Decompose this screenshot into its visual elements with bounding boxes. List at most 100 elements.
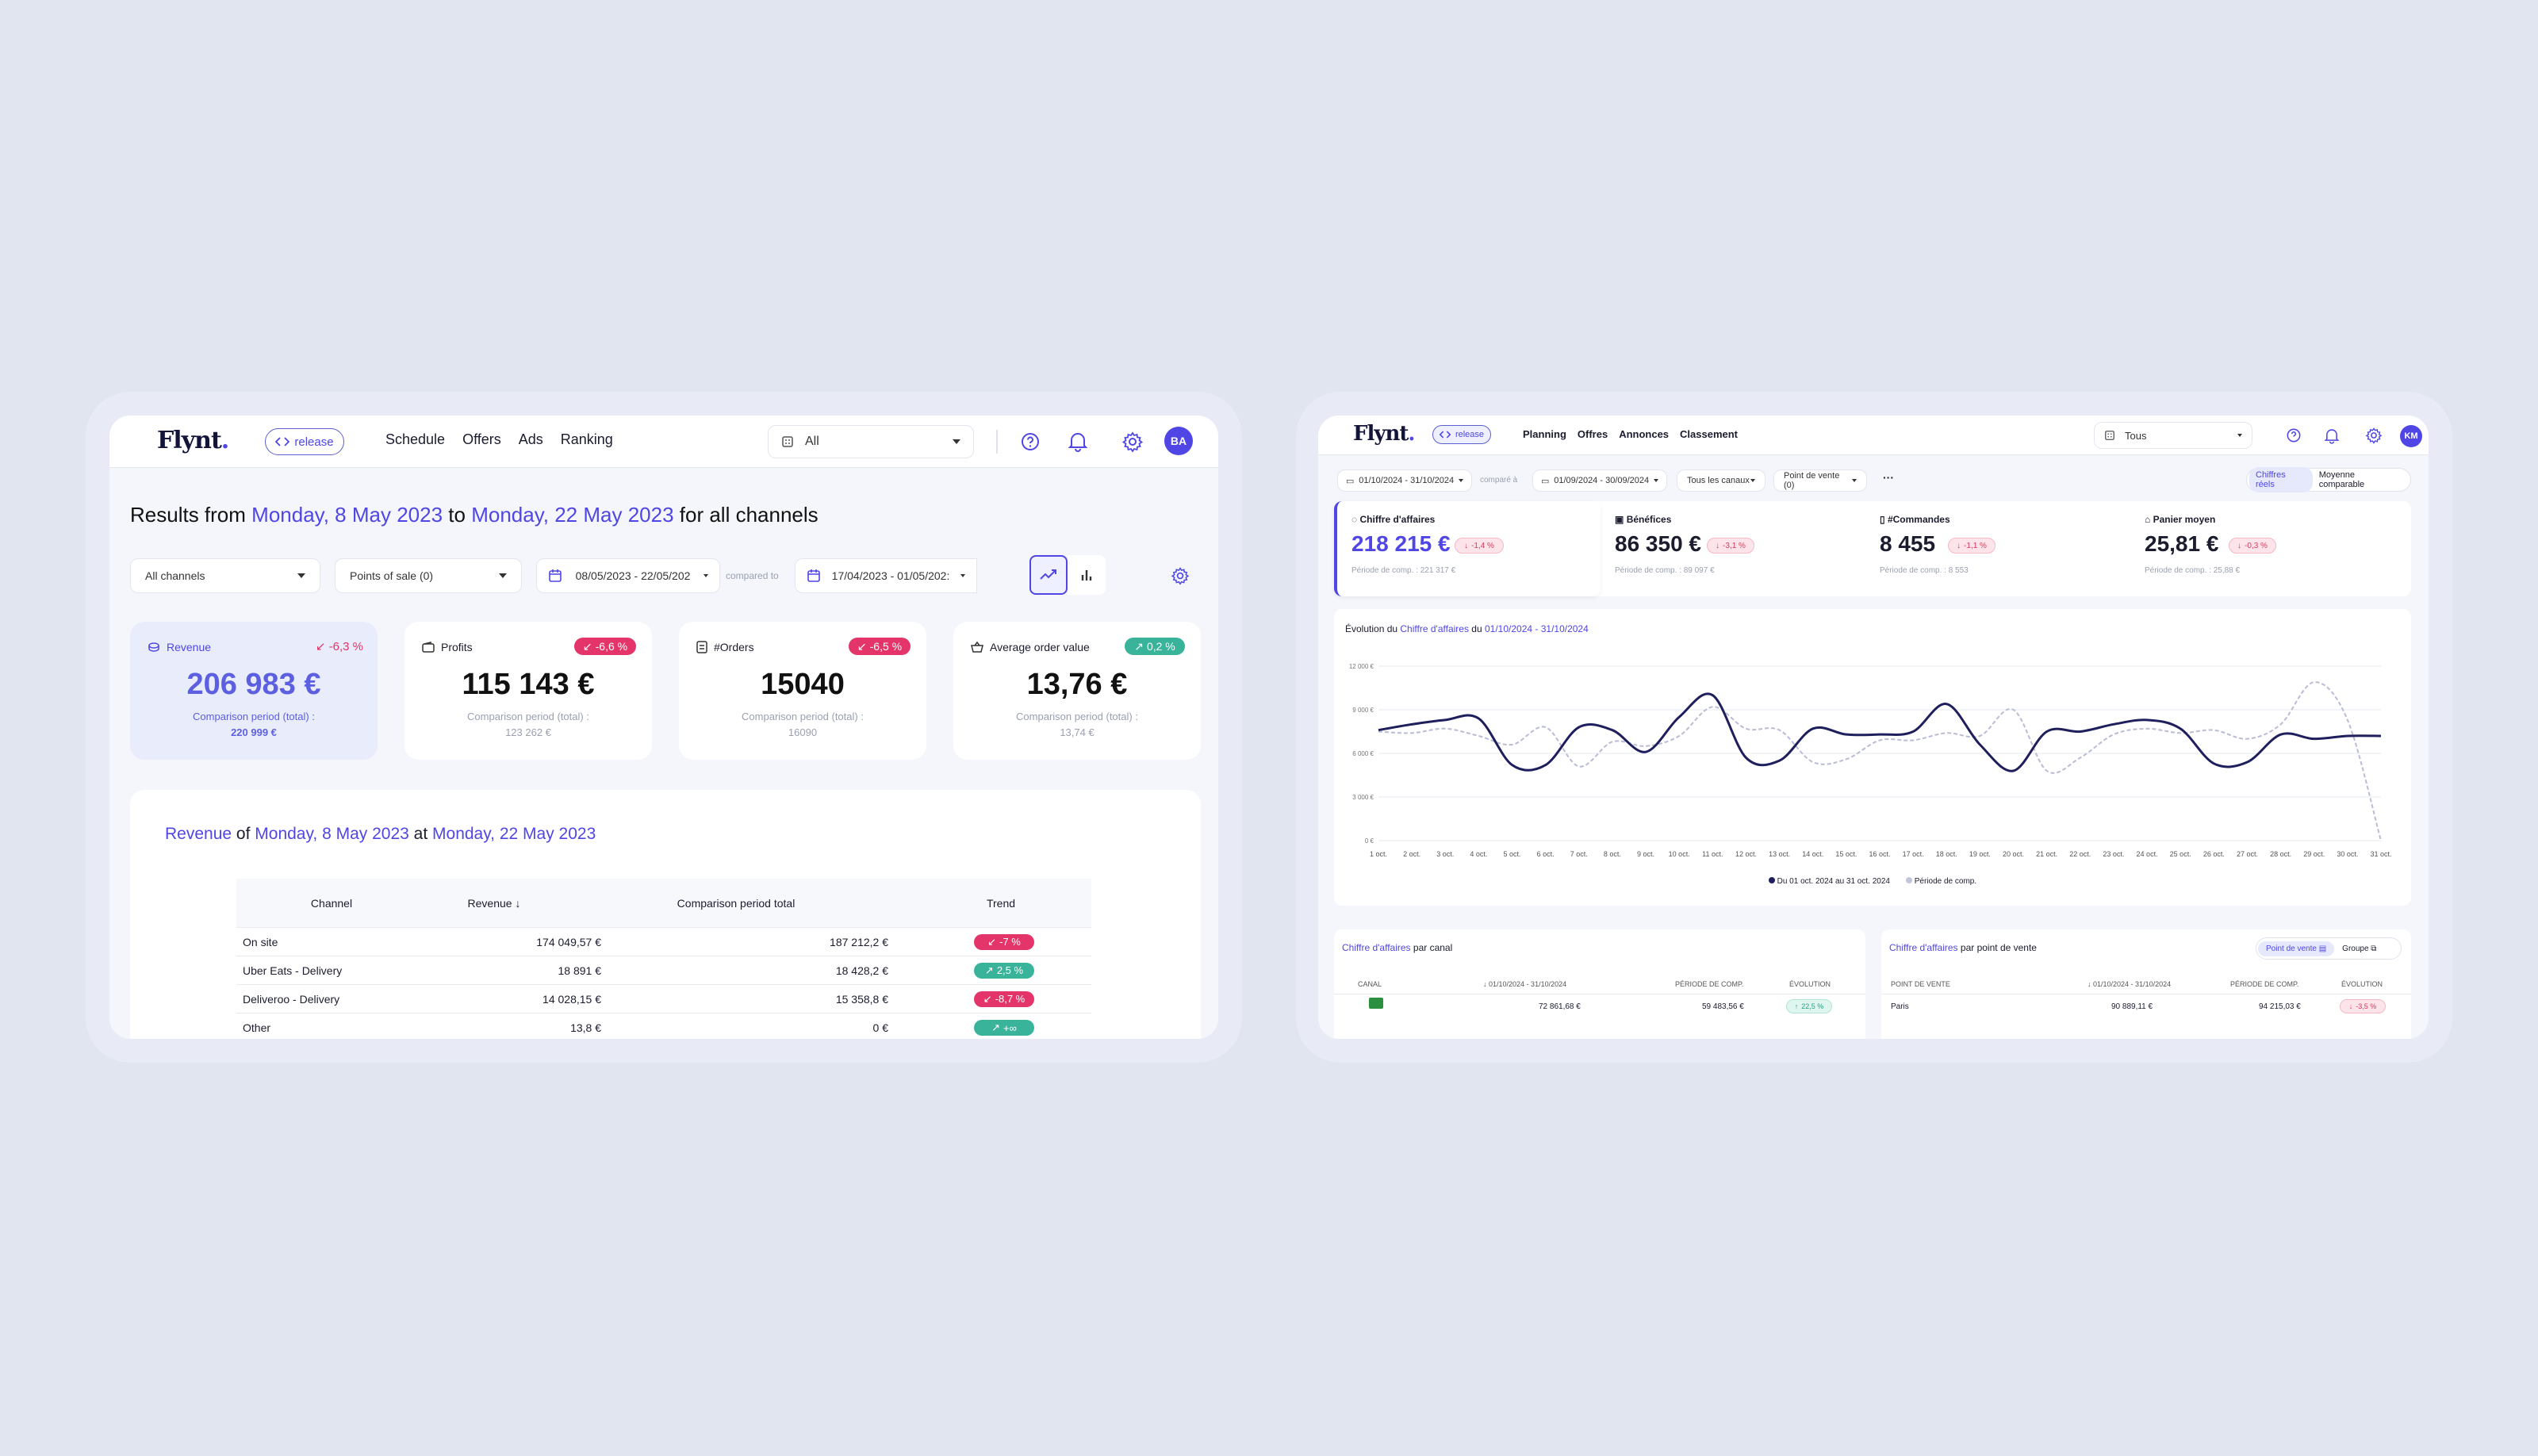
comparison-date-picker[interactable]: ▭ 01/09/2024 - 30/09/2024 (1532, 469, 1667, 492)
right-screenshot-frame: Flynt. release Planning Offres Annonces … (1296, 392, 2452, 1063)
receipt-icon: ▯ (1880, 514, 1885, 525)
store-select[interactable]: Tous (2094, 422, 2252, 449)
chevron-down-icon (2237, 434, 2242, 437)
table-row[interactable]: 72 861,68 € 59 483,56 € ↑ 22,5 % (1334, 994, 1865, 1018)
revenue-line-chart[interactable]: 0 € 3 000 € 6 000 € 9 000 € 12 000 € 1 oct. 2 … (1334, 641, 2411, 879)
revenue-section-title: Revenue of Monday, 8 May 2023 at Monday,… (165, 825, 596, 843)
column-header-comparison[interactable]: Comparison period total (677, 896, 796, 910)
kpi-label: Chiffre d'affaires (1359, 514, 1436, 525)
help-icon[interactable] (1020, 431, 1041, 452)
kpi-card-revenue[interactable]: Revenue ↙ -6,3 % 206 983 € Comparison pe… (130, 622, 378, 760)
kpi-comparison-label: Comparison period (total) : (742, 711, 864, 722)
y-tick-label: 9 000 € (1352, 707, 1374, 714)
line-chart-toggle[interactable] (1029, 555, 1068, 595)
kpi-card-orders[interactable]: #Orders ↙ -6,5 % 15040 Comparison period… (679, 622, 926, 760)
bar-chart-toggle[interactable] (1068, 555, 1106, 595)
legend-item-comparison[interactable]: Période de comp. (1905, 877, 1976, 886)
x-tick-label: 6 oct. (1537, 850, 1555, 858)
kpi-trend-badge: ↗ 0,2 % (1125, 638, 1185, 655)
toggle-real-figures[interactable]: Chiffres réels (2249, 467, 2313, 492)
revenue-chart-card: Évolution du Chiffre d'affaires du 01/10… (1334, 609, 2411, 906)
main-nav: Schedule Offers Ads Ranking (385, 431, 613, 448)
store-select[interactable]: All (768, 425, 974, 458)
kpi-comparison-label: Comparison period (total) : (1016, 711, 1138, 722)
shopping-basket-icon (971, 642, 983, 653)
gear-icon[interactable] (1121, 431, 1144, 453)
card-title: Chiffre d'affaires par canal (1342, 942, 1453, 953)
x-tick-label: 27 oct. (2237, 850, 2258, 858)
x-tick-label: 15 oct. (1835, 850, 1857, 858)
kpi-comparison-label: Comparison period (total) : (193, 711, 315, 722)
coins-icon (148, 642, 160, 653)
kpi-trend-badge: ↓ -1,1 % (1948, 538, 1996, 554)
kpi-trend-badge: ↓ -0,3 % (2229, 538, 2276, 554)
column-header-revenue[interactable]: Revenue ↓ (467, 896, 521, 910)
calendar-icon (548, 569, 562, 583)
gear-icon[interactable] (2365, 427, 2383, 444)
legend-item-current[interactable]: Du 01 oct. 2024 au 31 oct. 2024 (1768, 877, 1890, 886)
kpi-card-profits[interactable]: Profits ↙ -6,6 % 115 143 € Comparison pe… (404, 622, 652, 760)
table-row[interactable]: On site 174 049,57 € 187 212,2 € ↙ -7 % (236, 928, 1091, 956)
release-badge[interactable]: release (265, 428, 344, 455)
toggle-comparable-average[interactable]: Moyenne comparable (2318, 470, 2365, 489)
table-row[interactable]: Uber Eats - Delivery 18 891 € 18 428,2 €… (236, 956, 1091, 985)
nav-item-annonces[interactable]: Annonces (1619, 428, 1670, 440)
nav-item-planning[interactable]: Planning (1523, 428, 1566, 440)
settings-icon[interactable] (1171, 566, 1190, 585)
kpi-value: 13,76 € (1026, 668, 1128, 701)
series-line-comparison[interactable] (1378, 681, 2382, 841)
toggle-group[interactable]: Groupe ⧉ (2342, 944, 2377, 953)
table-row[interactable]: Paris 90 889,11 € 94 215,03 € ↓ -3,5 % (1881, 994, 2411, 1018)
flynt-logo[interactable]: Flynt. (1353, 422, 1415, 446)
comparison-date-picker[interactable]: 17/04/2023 - 01/05/202: (795, 558, 977, 593)
kpi-card-average-order[interactable]: Average order value ↗ 0,2 % 13,76 € Comp… (953, 622, 1201, 760)
nav-item-classement[interactable]: Classement (1680, 428, 1739, 440)
view-mode-toggle: Chiffres réels Moyenne comparable (2246, 467, 2411, 492)
store-select-value: All (805, 435, 819, 448)
nav-item-ads[interactable]: Ads (518, 431, 543, 447)
kpi-label: Profits (441, 641, 473, 653)
more-options-icon[interactable]: ··· (1883, 471, 1894, 484)
column-header-trend[interactable]: Trend (986, 896, 1016, 910)
kpi-card-profits[interactable]: ▣ Bénéfices 86 350 € ↓ -3,1 % Période de… (1601, 501, 1865, 596)
bell-icon[interactable] (1068, 430, 1088, 452)
x-tick-label: 4 oct. (1470, 850, 1487, 858)
channel-select[interactable]: All channels (130, 558, 320, 593)
nav-item-ranking[interactable]: Ranking (560, 431, 613, 447)
table-row[interactable]: Other 13,8 € 0 € ↗ +∞ (236, 1013, 1091, 1039)
compared-to-label: compared to (726, 570, 779, 581)
x-tick-label: 9 oct. (1637, 850, 1654, 858)
y-tick-label: 0 € (1365, 837, 1374, 845)
nav-item-schedule[interactable]: Schedule (385, 431, 446, 447)
nav-item-offers[interactable]: Offers (462, 431, 501, 447)
nav-item-offres[interactable]: Offres (1577, 428, 1608, 440)
release-badge[interactable]: release (1432, 425, 1491, 444)
revenue-by-point-of-sale-card: Chiffre d'affaires par point de vente Po… (1881, 929, 2411, 1039)
kpi-comparison-value: 16090 (788, 726, 818, 738)
points-of-sale-select[interactable]: Points of sale (0) (335, 558, 522, 593)
user-avatar[interactable]: BA (1164, 427, 1193, 455)
date-range-picker[interactable]: 08/05/2023 - 22/05/202 (536, 558, 720, 593)
bell-icon[interactable] (2324, 427, 2340, 444)
points-of-sale-select[interactable]: Point de vente (0) (1773, 469, 1867, 492)
series-line-current[interactable] (1378, 692, 2382, 772)
kpi-label: #Orders (714, 641, 754, 653)
kpi-card-revenue[interactable]: ◌ Chiffre d'affaires 218 215 € ↓ -1,4 % … (1334, 501, 1601, 596)
revenue-table: Channel Revenue ↓ Comparison period tota… (236, 879, 1091, 1039)
channel-select[interactable]: Tous les canaux (1677, 469, 1765, 492)
help-icon[interactable] (2286, 427, 2302, 443)
column-header-channel[interactable]: Channel (310, 896, 353, 910)
flynt-logo[interactable]: Flynt. (157, 427, 229, 454)
kpi-card-orders[interactable]: ▯ #Commandes 8 455 ↓ -1,1 % Période de c… (1865, 501, 2130, 596)
calendar-icon: ▭ (1541, 476, 1550, 486)
user-avatar[interactable]: KM (2400, 425, 2422, 447)
trend-badge: ↙ -8,7 % (974, 990, 1034, 1007)
kpi-trend-badge: ↙ -6,3 % (315, 640, 363, 653)
table-row[interactable]: Deliveroo - Delivery 14 028,15 € 15 358,… (236, 985, 1091, 1013)
kpi-card-average-basket[interactable]: ⌂ Panier moyen 25,81 € ↓ -0,3 % Période … (2130, 501, 2411, 596)
toggle-point-of-sale[interactable]: Point de vente ▤ (2258, 941, 2335, 956)
coins-icon: ◌ (1351, 514, 1358, 525)
compared-to-label: comparé à (1480, 476, 1518, 485)
kpi-comparison-value: 13,74 € (1060, 726, 1095, 738)
date-range-picker[interactable]: ▭ 01/10/2024 - 31/10/2024 (1337, 469, 1472, 492)
